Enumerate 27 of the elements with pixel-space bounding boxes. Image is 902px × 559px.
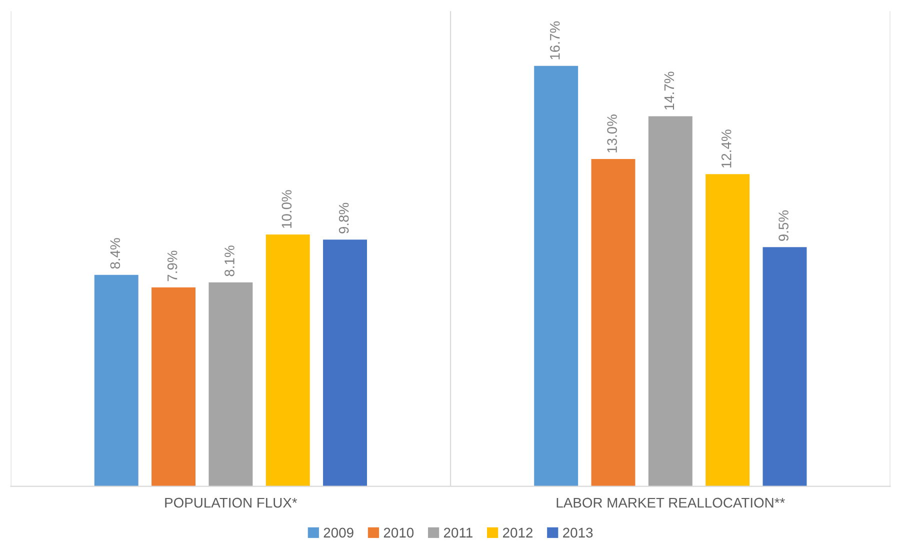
x-tick-label: POPULATION FLUX* xyxy=(165,498,298,508)
data-label: 9.5% xyxy=(778,210,788,241)
legend-label: 2011 xyxy=(444,528,472,538)
bar xyxy=(762,247,807,486)
data-label: 8.1% xyxy=(224,246,234,276)
bar xyxy=(648,116,692,486)
legend-label: 2012 xyxy=(502,528,532,538)
bar xyxy=(266,234,310,486)
bar xyxy=(591,159,636,486)
legend-label: 2013 xyxy=(563,528,593,538)
bar xyxy=(323,240,367,486)
bar xyxy=(152,287,196,486)
data-label: 7.9% xyxy=(167,250,178,282)
data-label: 9.8% xyxy=(338,202,349,234)
legend-label: 2009 xyxy=(324,528,354,538)
bar xyxy=(534,66,578,486)
data-label: 14.7% xyxy=(664,72,674,110)
bar xyxy=(208,282,253,486)
data-label: 12.4% xyxy=(721,130,732,168)
data-label: 13.0% xyxy=(607,114,617,152)
x-tick-label: LABOR MARKET REALLOCATION** xyxy=(556,498,785,508)
bar xyxy=(706,174,750,486)
data-label: 16.7% xyxy=(550,21,560,60)
data-label: 10.0% xyxy=(282,190,292,228)
data-label: 8.4% xyxy=(110,238,120,269)
bar xyxy=(94,274,138,486)
legend-label: 2010 xyxy=(384,528,414,538)
